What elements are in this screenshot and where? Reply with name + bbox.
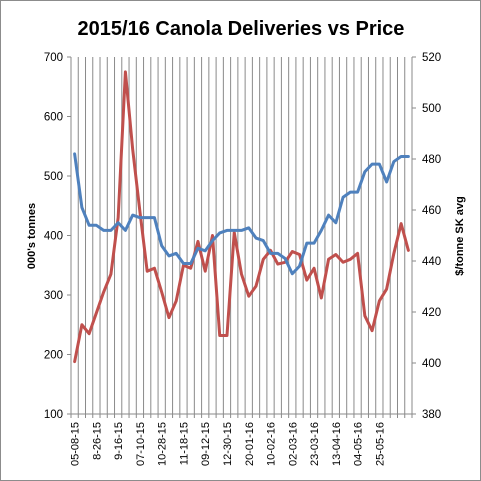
right-tick-label: 500 [422, 103, 441, 115]
x-tick-label: 10-28-15 [157, 422, 169, 466]
left-axis-tick-labels: 100 200 300 400 500 600 700 [44, 52, 63, 421]
x-tick-label: 05-08-15 [70, 422, 82, 466]
price-series-line [73, 152, 410, 276]
left-tick-label: 700 [44, 52, 63, 64]
x-axis-tick-labels: 05-08-15 8-26-15 9-16-15 07-10-15 10-28-15 11… [70, 422, 387, 466]
right-tick-label: 520 [422, 52, 441, 64]
axes [67, 56, 416, 418]
x-tick-label: 13-04-16 [331, 422, 343, 466]
right-tick-label: 420 [422, 307, 441, 319]
x-tick-label: 07-10-15 [135, 422, 147, 466]
left-tick-label: 100 [44, 409, 63, 421]
right-tick-label: 380 [422, 409, 441, 421]
vertical-gridlines [77, 57, 406, 414]
left-axis-title: 000's tonnes [26, 203, 38, 269]
left-tick-label: 500 [44, 171, 63, 183]
right-tick-label: 440 [422, 256, 441, 268]
right-tick-label: 400 [422, 358, 441, 370]
left-tick-label: 400 [44, 231, 63, 243]
left-tick-label: 200 [44, 350, 63, 362]
chart-title: 2015/16 Canola Deliveries vs Price [78, 18, 405, 40]
x-tick-label: 11-18-15 [178, 422, 190, 465]
x-tick-label: 02-03-16 [287, 422, 299, 466]
x-tick-label: 10-02-16 [266, 422, 278, 466]
deliveries-series-line [73, 70, 410, 364]
x-tick-label: 09-12-15 [200, 422, 212, 466]
x-tick-label: 8-26-15 [91, 422, 103, 460]
right-axis-tick-labels: 380 400 420 440 460 480 500 520 [422, 52, 441, 421]
right-axis-title: $/tonne SK avg [454, 196, 466, 275]
left-tick-label: 300 [44, 290, 63, 302]
x-tick-label: 20-01-16 [244, 422, 256, 466]
x-tick-label: 23-03-16 [309, 422, 321, 466]
right-tick-label: 480 [422, 154, 441, 166]
x-tick-label: 04-05-16 [353, 422, 365, 466]
x-tick-label: 12-30-15 [222, 422, 234, 466]
series-lines [73, 70, 410, 364]
x-tick-label: 9-16-15 [113, 422, 125, 460]
x-tick-label: 25-05-16 [374, 422, 386, 466]
right-tick-label: 460 [422, 205, 441, 217]
left-tick-label: 600 [44, 112, 63, 124]
